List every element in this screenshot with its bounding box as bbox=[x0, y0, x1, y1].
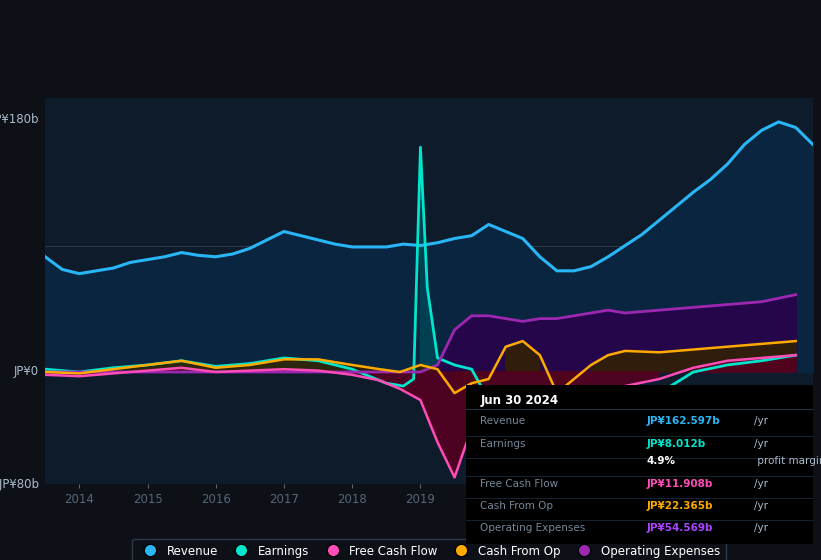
Text: JP¥22.365b: JP¥22.365b bbox=[646, 501, 713, 511]
Legend: Revenue, Earnings, Free Cash Flow, Cash From Op, Operating Expenses: Revenue, Earnings, Free Cash Flow, Cash … bbox=[132, 539, 726, 560]
Text: /yr: /yr bbox=[754, 417, 768, 426]
Text: -JP¥80b: -JP¥80b bbox=[0, 478, 39, 491]
Text: JP¥11.908b: JP¥11.908b bbox=[646, 479, 713, 489]
Text: JP¥54.569b: JP¥54.569b bbox=[646, 524, 713, 533]
Text: Free Cash Flow: Free Cash Flow bbox=[480, 479, 558, 489]
Text: Revenue: Revenue bbox=[480, 417, 525, 426]
Text: 4.9%: 4.9% bbox=[646, 456, 676, 466]
Text: Cash From Op: Cash From Op bbox=[480, 501, 553, 511]
Text: profit margin: profit margin bbox=[754, 456, 821, 466]
Text: JP¥180b: JP¥180b bbox=[0, 113, 39, 125]
Text: Jun 30 2024: Jun 30 2024 bbox=[480, 394, 558, 407]
Text: /yr: /yr bbox=[754, 524, 768, 533]
Text: /yr: /yr bbox=[754, 501, 768, 511]
Text: Earnings: Earnings bbox=[480, 439, 525, 449]
Text: JP¥8.012b: JP¥8.012b bbox=[646, 439, 706, 449]
Text: JP¥162.597b: JP¥162.597b bbox=[646, 417, 720, 426]
Text: Operating Expenses: Operating Expenses bbox=[480, 524, 585, 533]
Text: JP¥0: JP¥0 bbox=[14, 366, 39, 379]
Text: /yr: /yr bbox=[754, 479, 768, 489]
Text: /yr: /yr bbox=[754, 439, 768, 449]
